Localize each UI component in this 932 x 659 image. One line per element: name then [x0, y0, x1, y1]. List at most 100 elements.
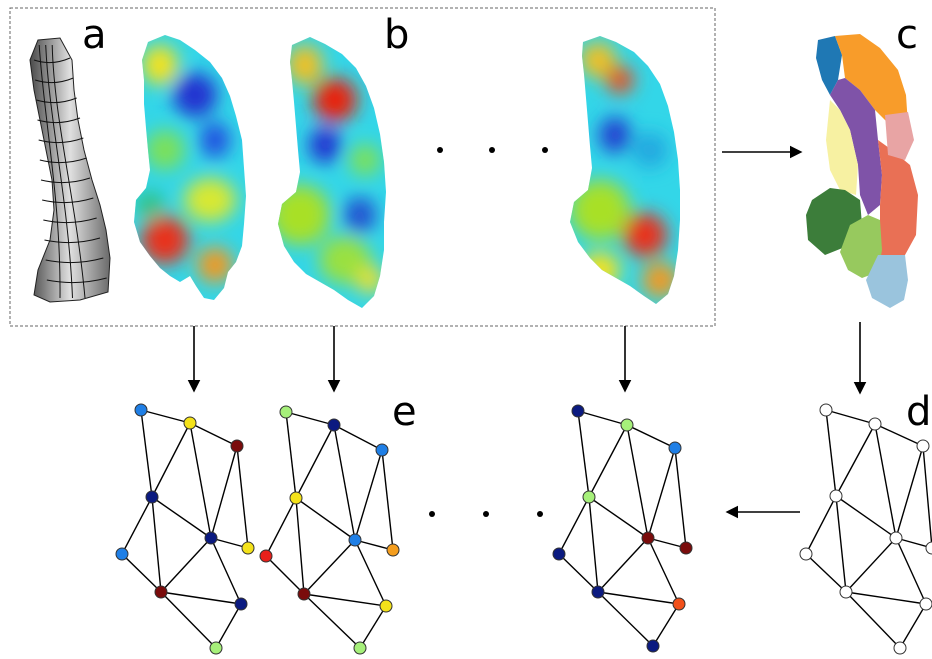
graph-edge [577, 410, 590, 498]
graph-node [889, 531, 903, 545]
graph-edge [558, 496, 590, 555]
graph-node [386, 543, 400, 557]
graph-edge [285, 411, 335, 426]
intensity-map-n [570, 36, 680, 304]
graph-node [672, 597, 686, 611]
graph-edge [303, 593, 387, 607]
graph-node [641, 531, 655, 545]
graph-node [591, 585, 605, 599]
graph-edge [922, 445, 932, 549]
graph-edge [354, 449, 383, 541]
input-frame [9, 7, 716, 327]
graph-edge [835, 423, 876, 497]
graph-edge [626, 424, 649, 539]
graph-node [183, 416, 197, 430]
graph-node [154, 585, 168, 599]
graph-node [646, 639, 660, 653]
graph-node [379, 599, 393, 613]
graph-node [145, 490, 159, 504]
graph-node [839, 585, 853, 599]
panel-label-c: c [896, 12, 918, 58]
graph-node [134, 403, 148, 417]
graph-edge [354, 539, 394, 551]
graph-node [209, 641, 223, 655]
graph-edge [597, 591, 654, 647]
graph-edge [825, 409, 837, 497]
graph-node [241, 541, 255, 555]
graph-node [799, 547, 813, 561]
graph-node [819, 403, 833, 417]
graph-edge [381, 449, 394, 551]
graph-edge [674, 447, 687, 549]
graph-node [679, 541, 693, 555]
graph-edge [647, 537, 680, 605]
graph-edge [151, 496, 212, 539]
graph-node [348, 533, 362, 547]
graph-edge [588, 424, 628, 498]
graph-e1 [115, 403, 255, 655]
graph-d [799, 403, 932, 655]
graph-edge [845, 591, 927, 605]
graph-node [919, 597, 932, 611]
graph-node [571, 404, 585, 418]
graph-node [297, 587, 311, 601]
graph-node [916, 439, 930, 453]
parcel-6 [885, 112, 914, 160]
graph-node [230, 439, 244, 453]
graph-edge [236, 445, 249, 549]
graph-e3 [552, 404, 693, 653]
parcel-9 [866, 255, 908, 308]
graph-edge [295, 424, 335, 499]
graph-edge [210, 445, 238, 539]
graph-edge [558, 553, 599, 593]
graph-node [375, 443, 389, 457]
graph-node [668, 441, 682, 455]
intensity-map-1 [134, 35, 246, 300]
graph-edge [265, 497, 297, 557]
graph-edge [189, 422, 238, 447]
graph-edge [303, 539, 356, 595]
graph-edge [160, 591, 242, 605]
panel-label-e: e [392, 389, 417, 435]
graph-edge [577, 410, 628, 426]
graph-edge [303, 593, 361, 649]
graph-edge [899, 603, 927, 649]
graph-edge [895, 445, 924, 539]
panel-label-b: b [384, 12, 409, 58]
parcel-5 [878, 140, 918, 255]
graph-edge [626, 424, 676, 449]
intensity-map-2 [278, 37, 386, 308]
graph-edge [140, 409, 153, 498]
graph-node [115, 547, 129, 561]
parcellation-map [806, 34, 918, 308]
graph-edge [121, 496, 153, 555]
panel-label-a: a [82, 12, 107, 58]
graph-edge [333, 424, 356, 541]
graph-edge [265, 555, 305, 595]
parcel-2 [835, 34, 908, 125]
graph-edge [295, 497, 356, 541]
graph-edge [652, 603, 680, 647]
graph-edge [333, 424, 383, 451]
graph-edge [140, 409, 191, 424]
graph-edge [845, 591, 901, 649]
graph-edge [588, 496, 649, 539]
graph-edge [151, 422, 191, 498]
graph-node [829, 489, 843, 503]
graph-edge [189, 422, 212, 539]
graph-edge [210, 537, 242, 605]
graph-e2 [259, 405, 400, 655]
graph-edge [215, 603, 242, 649]
graph-edge [895, 537, 927, 605]
graph-node [925, 541, 932, 555]
parcel-4 [826, 100, 858, 195]
graph-edge [647, 447, 676, 539]
graph-edge [825, 409, 876, 425]
ellipsis-top [437, 147, 548, 153]
graph-edge [121, 553, 162, 593]
surface-mesh [29, 37, 111, 303]
graph-edge [160, 537, 212, 593]
graph-edge [295, 497, 305, 595]
parcel-1 [816, 36, 842, 95]
